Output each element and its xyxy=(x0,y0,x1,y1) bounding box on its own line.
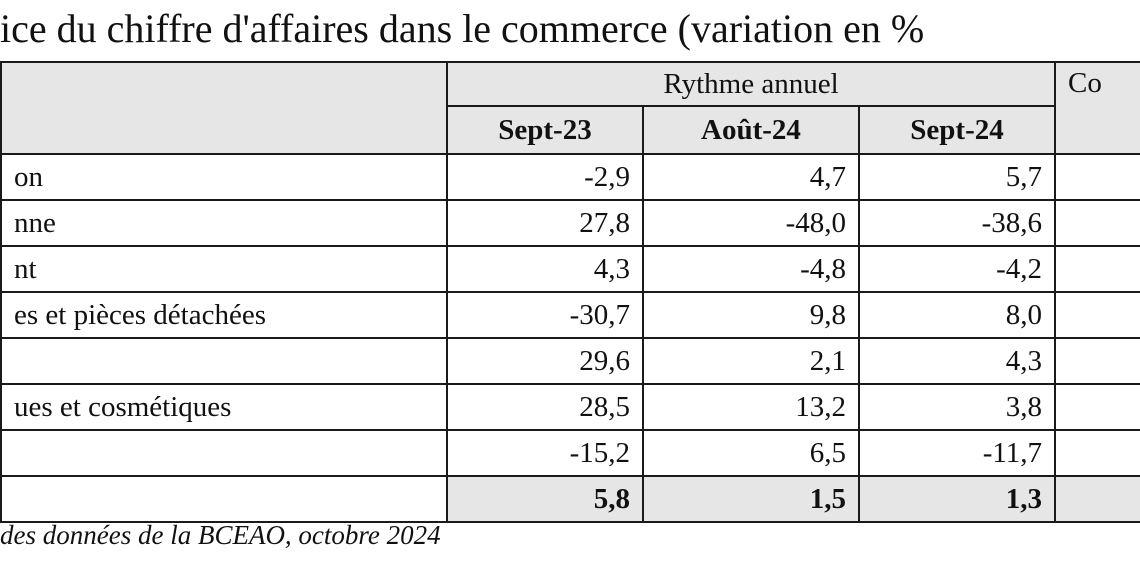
table-cell: -15,2 xyxy=(446,429,644,477)
table-cell: 4,3 xyxy=(857,337,1057,385)
header-group-next: Co xyxy=(1054,61,1140,155)
table-row: es et pièces détachées -30,7 9,8 8,0 xyxy=(0,291,1140,339)
total-row: 5,8 1,5 1,3 xyxy=(0,475,1140,523)
total-cell: 1,5 xyxy=(642,475,860,523)
table-cell: 4,3 xyxy=(446,245,644,293)
table-cell: -2,9 xyxy=(446,153,644,201)
table-cell: 29,6 xyxy=(446,337,644,385)
header-label-cell xyxy=(0,61,448,155)
table-cell: -38,6 xyxy=(857,199,1057,247)
table-cell-cropped xyxy=(1054,291,1140,339)
table-row: nt 4,3 -4,8 -4,2 xyxy=(0,245,1140,293)
table-cell: 13,2 xyxy=(642,383,860,431)
header-row-columns: Sept-23 Août-24 Sept-24 xyxy=(1,105,1140,155)
table-row: 29,6 2,1 4,3 xyxy=(0,337,1140,385)
table-cell-cropped xyxy=(1054,245,1140,293)
table-cell: -4,2 xyxy=(857,245,1057,293)
table-row: ues et cosmétiques 28,5 13,2 3,8 xyxy=(0,383,1140,431)
table-row: on -2,9 4,7 5,7 xyxy=(0,153,1140,201)
table-cell-cropped xyxy=(1054,383,1140,431)
table-row: -15,2 6,5 -11,7 xyxy=(0,429,1140,477)
column-header: Sept-24 xyxy=(857,105,1057,155)
row-label xyxy=(0,429,448,477)
row-label xyxy=(0,337,448,385)
table-cell-cropped xyxy=(1054,337,1140,385)
total-cell: 1,3 xyxy=(857,475,1057,523)
row-label: ues et cosmétiques xyxy=(0,383,448,431)
row-label: es et pièces détachées xyxy=(0,291,448,339)
table-cell: -11,7 xyxy=(857,429,1057,477)
header-row-group: Rythme annuel Co xyxy=(0,61,1140,155)
column-header: Sept-23 xyxy=(446,105,644,155)
table-cell: 9,8 xyxy=(642,291,860,339)
row-label: on xyxy=(0,153,448,201)
header-group-rythme-annuel: Rythme annuel xyxy=(445,61,1057,107)
table-cell: 5,7 xyxy=(857,153,1057,201)
table-cell: -30,7 xyxy=(446,291,644,339)
source-note: des données de la BCEAO, octobre 2024 xyxy=(0,520,441,550)
table-cell: 4,7 xyxy=(642,153,860,201)
table-cell: 8,0 xyxy=(857,291,1057,339)
page-title: ice du chiffre d'affaires dans le commer… xyxy=(0,6,925,51)
table-cell: 3,8 xyxy=(857,383,1057,431)
table-cell-cropped xyxy=(1054,429,1140,477)
row-label: nt xyxy=(0,245,448,293)
row-label: nne xyxy=(0,199,448,247)
total-cell: 5,8 xyxy=(446,475,644,523)
table-cell: -48,0 xyxy=(642,199,860,247)
column-header: Août-24 xyxy=(642,105,860,155)
data-table: Rythme annuel Co Sept-23 Août-24 Sept-24… xyxy=(0,61,1140,523)
table-cell-cropped xyxy=(1054,153,1140,201)
table-cell: -4,8 xyxy=(642,245,860,293)
table-cell-cropped xyxy=(1054,199,1140,247)
table-cell: 6,5 xyxy=(642,429,860,477)
table-cell: 28,5 xyxy=(446,383,644,431)
table-cell: 2,1 xyxy=(642,337,860,385)
total-label xyxy=(0,475,448,523)
total-cell-cropped xyxy=(1054,475,1140,523)
table-row: nne 27,8 -48,0 -38,6 xyxy=(0,199,1140,247)
table-cell: 27,8 xyxy=(446,199,644,247)
